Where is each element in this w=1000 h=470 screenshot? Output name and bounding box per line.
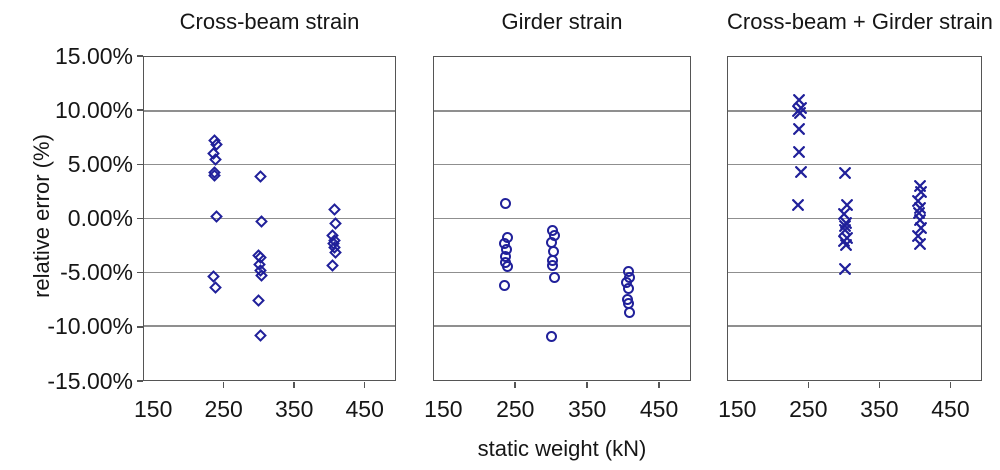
x-tick-label: 350 [567,396,607,422]
data-point-diamond-marker [253,170,267,183]
panel-title-girder-strain: Girder strain [501,9,623,34]
data-point-circle-marker [501,261,513,273]
data-point-diamond-marker [254,329,268,343]
data-point-circle-marker [545,331,557,343]
data-point-x-marker [794,166,807,179]
plot-panel-girder-strain: 150 250 350 450 [424,56,691,421]
data-point-diamond-marker [326,259,340,273]
gridline [144,325,395,327]
x-tick-label: 450 [639,396,679,422]
plot-panel-cross-beam-strain: 150 250 350 450 [134,56,396,421]
gridline [144,163,395,166]
panel-title-cross-beam-strain: Cross-beam strain [179,9,360,34]
data-point-circle-marker [500,197,512,209]
y-axis-tick-labels: 15.00% 10.00% 5.00% 0.00% -5.00% -10.00% -15.0… [0,0,138,470]
y-tick-label: 10.00% [54,96,133,123]
x-tick-label: 350 [860,396,899,422]
data-point-x-marker [915,222,928,235]
x-tick-label: 250 [496,396,535,422]
x-tick-label: 150 [424,396,463,422]
y-tick [137,380,143,382]
data-point-x-marker [839,167,852,180]
gridline [434,110,690,112]
x-tick [658,382,660,388]
data-point-circle-marker [547,260,559,272]
data-point-x-marker [914,238,927,251]
x-tick-label: 150 [718,396,757,422]
y-tick [137,217,143,220]
gridline [728,271,981,274]
data-point-x-marker [839,239,852,252]
x-tick [807,382,810,388]
data-point-x-marker [840,198,853,211]
x-tick-label: 450 [345,396,384,422]
data-point-diamond-marker [252,293,266,307]
y-tick-label: 5.00% [67,150,133,177]
x-tick-label: 150 [133,396,173,422]
y-tick-label: -15.00% [47,367,133,394]
gridline [434,271,690,274]
data-point-x-marker [793,106,806,119]
data-point-diamond-marker [209,209,223,223]
gridline [728,163,981,166]
x-tick [586,382,588,388]
x-axis-title: static weight (kN) [477,436,647,461]
x-tick [363,382,366,388]
gridline [144,271,395,274]
y-tick [137,55,143,57]
data-point-circle-marker [548,272,560,284]
x-tick [222,382,225,388]
data-point-x-marker [793,145,806,158]
data-point-diamond-marker [208,281,222,294]
gridline [144,110,395,112]
y-tick-label: 0.00% [67,205,133,231]
x-tick [293,382,295,388]
data-point-x-marker [915,185,928,198]
panel-title-cross-beam-girder-strain: Cross-beam + Girder strain [727,9,993,34]
gridline [434,325,690,327]
x-tick [878,382,881,388]
y-tick [137,163,143,166]
data-point-diamond-marker [327,203,341,217]
gridline [728,325,981,327]
data-point-diamond-marker [329,246,343,260]
y-tick [137,109,143,111]
data-point-circle-marker [623,282,635,294]
x-tick-label: 250 [204,396,243,422]
data-point-x-marker [838,220,851,233]
y-tick-label: -10.00% [47,313,133,340]
x-tick-label: 450 [931,396,970,422]
data-point-circle-marker [624,306,636,318]
plot-panel-cross-beam-girder-strain: 150 250 350 450 [718,56,982,421]
x-tick [949,382,952,388]
y-tick [137,326,143,328]
data-point-circle-marker [498,279,510,291]
gridline [144,217,395,220]
x-tick-label: 350 [274,396,314,422]
y-tick-label: 15.00% [54,42,133,69]
y-tick-label: -5.00% [60,259,133,286]
data-point-x-marker [838,263,851,276]
data-point-x-marker [912,195,925,208]
x-tick-label: 250 [789,396,828,422]
gridline [434,163,690,166]
data-point-x-marker [791,198,804,211]
gridline [728,217,981,220]
y-tick [137,271,143,274]
gridline [434,217,690,220]
gridline [728,110,981,112]
x-tick [514,382,517,388]
data-point-x-marker [792,123,805,136]
